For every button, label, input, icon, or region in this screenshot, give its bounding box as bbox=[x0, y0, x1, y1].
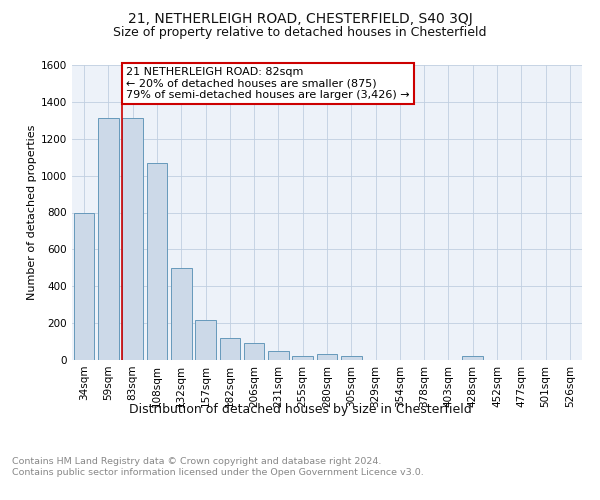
Text: 21 NETHERLEIGH ROAD: 82sqm
← 20% of detached houses are smaller (875)
79% of sem: 21 NETHERLEIGH ROAD: 82sqm ← 20% of deta… bbox=[126, 67, 410, 100]
Text: 21, NETHERLEIGH ROAD, CHESTERFIELD, S40 3QJ: 21, NETHERLEIGH ROAD, CHESTERFIELD, S40 … bbox=[128, 12, 472, 26]
Text: Size of property relative to detached houses in Chesterfield: Size of property relative to detached ho… bbox=[113, 26, 487, 39]
Text: Contains HM Land Registry data © Crown copyright and database right 2024.
Contai: Contains HM Land Registry data © Crown c… bbox=[12, 458, 424, 477]
Bar bbox=[146, 162, 167, 360]
Bar bbox=[220, 338, 240, 360]
Bar bbox=[195, 320, 216, 360]
Bar bbox=[122, 118, 143, 360]
Text: Distribution of detached houses by size in Chesterfield: Distribution of detached houses by size … bbox=[128, 402, 472, 415]
Bar bbox=[171, 268, 191, 360]
Bar bbox=[341, 356, 362, 360]
Bar bbox=[244, 344, 265, 360]
Bar bbox=[268, 351, 289, 360]
Bar bbox=[74, 212, 94, 360]
Y-axis label: Number of detached properties: Number of detached properties bbox=[27, 125, 37, 300]
Bar bbox=[317, 354, 337, 360]
Bar bbox=[463, 356, 483, 360]
Bar bbox=[292, 356, 313, 360]
Bar bbox=[98, 118, 119, 360]
